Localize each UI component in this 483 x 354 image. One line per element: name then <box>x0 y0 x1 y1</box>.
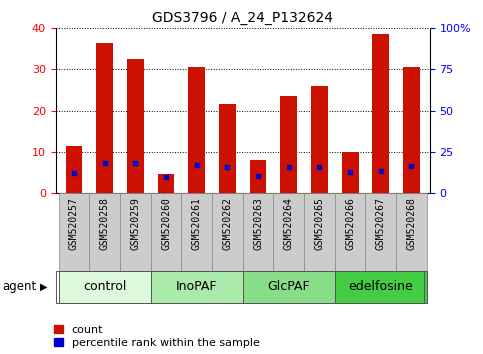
Text: GSM520258: GSM520258 <box>99 197 110 250</box>
Point <box>70 170 78 176</box>
Bar <box>396 193 427 271</box>
Bar <box>341 152 358 193</box>
Text: agent: agent <box>2 280 37 293</box>
Title: GDS3796 / A_24_P132624: GDS3796 / A_24_P132624 <box>152 11 333 24</box>
Bar <box>96 43 113 193</box>
Bar <box>89 193 120 271</box>
Text: ▶: ▶ <box>40 282 47 292</box>
Bar <box>403 67 420 193</box>
Bar <box>58 193 89 271</box>
Bar <box>181 193 212 271</box>
Bar <box>372 34 389 193</box>
Text: GSM520268: GSM520268 <box>407 197 416 250</box>
Text: GSM520264: GSM520264 <box>284 197 294 250</box>
Text: GlcPAF: GlcPAF <box>268 280 310 293</box>
Bar <box>335 271 427 303</box>
Bar <box>212 193 243 271</box>
Point <box>346 170 354 175</box>
Text: InoPAF: InoPAF <box>176 280 217 293</box>
Bar <box>335 193 366 271</box>
Point <box>254 173 262 178</box>
Bar <box>243 271 335 303</box>
Bar <box>250 160 267 193</box>
Point <box>131 160 139 166</box>
Bar <box>219 104 236 193</box>
Point <box>224 165 231 170</box>
Text: edelfosine: edelfosine <box>348 280 413 293</box>
Text: GSM520257: GSM520257 <box>69 197 79 250</box>
Bar <box>151 271 243 303</box>
Bar <box>311 86 328 193</box>
Text: GSM520265: GSM520265 <box>314 197 325 250</box>
Text: GSM520262: GSM520262 <box>222 197 232 250</box>
Bar <box>58 271 151 303</box>
Text: GSM520260: GSM520260 <box>161 197 171 250</box>
Bar <box>127 59 144 193</box>
Point <box>193 162 200 168</box>
Bar <box>157 175 174 193</box>
Bar <box>366 193 396 271</box>
Bar <box>243 193 273 271</box>
Bar <box>304 193 335 271</box>
Bar <box>280 96 297 193</box>
Text: GSM520261: GSM520261 <box>192 197 202 250</box>
Legend: count, percentile rank within the sample: count, percentile rank within the sample <box>54 325 259 348</box>
Point <box>285 164 293 170</box>
Bar <box>151 193 181 271</box>
Bar <box>273 193 304 271</box>
Point <box>315 164 323 170</box>
Bar <box>66 145 83 193</box>
Text: control: control <box>83 280 127 293</box>
Bar <box>120 193 151 271</box>
Text: GSM520263: GSM520263 <box>253 197 263 250</box>
Text: GSM520267: GSM520267 <box>376 197 386 250</box>
Point <box>408 163 415 169</box>
Point <box>101 160 109 166</box>
Point <box>377 168 384 173</box>
Point <box>162 175 170 180</box>
Text: GSM520259: GSM520259 <box>130 197 141 250</box>
Bar <box>188 67 205 193</box>
Text: GSM520266: GSM520266 <box>345 197 355 250</box>
